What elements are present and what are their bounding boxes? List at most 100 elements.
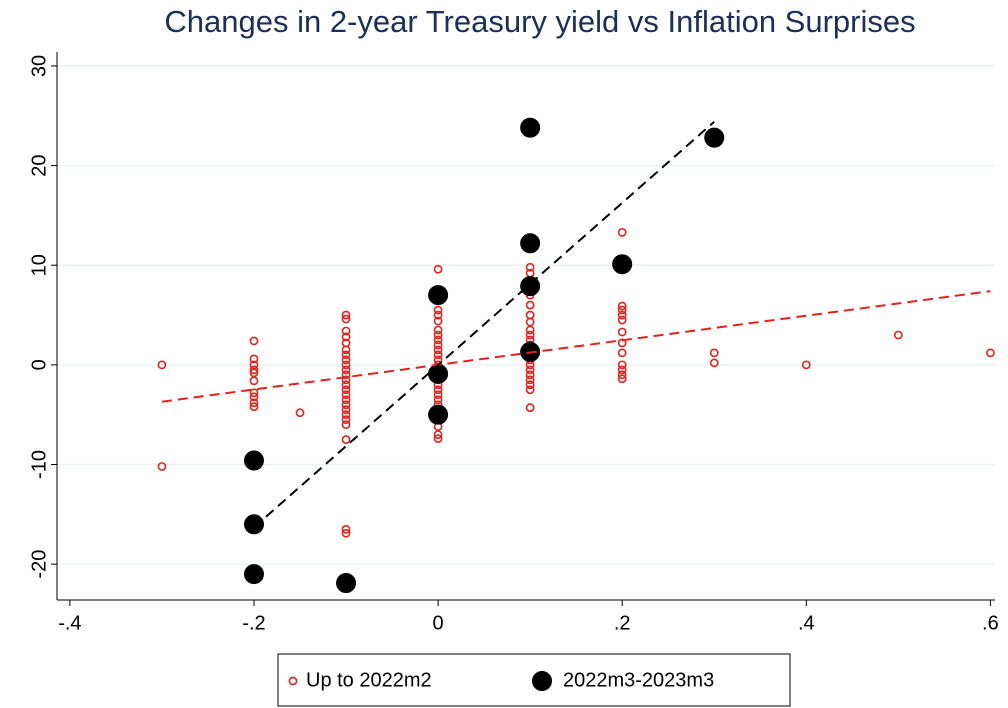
point <box>433 305 443 315</box>
point <box>985 348 995 358</box>
point <box>341 370 351 380</box>
point <box>617 374 627 384</box>
point <box>525 380 535 390</box>
point <box>525 385 535 395</box>
legend-marker <box>532 671 552 691</box>
legend-marker <box>288 676 298 686</box>
fit-line <box>253 120 715 529</box>
y-tick-label: -10 <box>28 450 50 479</box>
point <box>520 117 541 138</box>
point <box>341 528 351 538</box>
point <box>243 514 264 535</box>
point <box>433 390 443 400</box>
point <box>709 358 719 368</box>
point <box>433 345 443 355</box>
point <box>341 524 351 534</box>
point <box>525 370 535 380</box>
point <box>617 301 627 311</box>
legend-label: 2022m3-2023m3 <box>563 669 714 691</box>
point <box>249 402 259 412</box>
point <box>243 564 264 585</box>
point <box>341 350 351 360</box>
point <box>336 573 357 594</box>
point <box>341 360 351 370</box>
chart-title: Changes in 2-year Treasury yield vs Infl… <box>164 4 915 39</box>
x-tick-label: 0 <box>433 612 444 634</box>
x-tick-label: -.2 <box>242 612 265 634</box>
point <box>612 254 633 275</box>
x-tick-label: .2 <box>614 612 631 634</box>
point <box>341 365 351 375</box>
point <box>243 450 264 471</box>
point <box>617 365 627 375</box>
point <box>709 348 719 358</box>
point <box>617 310 627 320</box>
point <box>617 327 627 337</box>
point <box>617 360 627 370</box>
point <box>525 317 535 327</box>
x-tick-label: -.4 <box>58 612 81 634</box>
point <box>893 330 903 340</box>
x-tick-label: .6 <box>982 612 999 634</box>
y-tick-label: -20 <box>28 550 50 579</box>
point <box>525 310 535 320</box>
point <box>525 375 535 385</box>
point <box>525 262 535 272</box>
point <box>617 305 627 315</box>
point <box>341 326 351 336</box>
point <box>617 315 627 325</box>
point <box>249 392 259 402</box>
point <box>341 415 351 425</box>
point <box>157 360 167 370</box>
point <box>525 325 535 335</box>
point <box>341 405 351 415</box>
point <box>525 330 535 340</box>
point <box>428 285 449 306</box>
point <box>341 310 351 320</box>
point <box>801 360 811 370</box>
point <box>249 336 259 346</box>
point <box>433 434 443 443</box>
point <box>525 365 535 375</box>
point <box>249 365 259 375</box>
point <box>520 233 541 254</box>
point <box>433 355 443 365</box>
point <box>617 370 627 380</box>
point <box>295 408 305 418</box>
point <box>249 354 259 364</box>
point <box>157 462 167 471</box>
point <box>341 410 351 420</box>
point <box>704 127 725 148</box>
point <box>428 404 449 425</box>
point <box>525 403 535 413</box>
x-tick-label: .4 <box>798 612 815 634</box>
point <box>617 227 627 237</box>
point <box>341 420 351 430</box>
point <box>433 350 443 360</box>
point <box>433 310 443 320</box>
y-tick-label: 30 <box>28 55 50 77</box>
point <box>341 395 351 405</box>
point <box>341 380 351 390</box>
point <box>341 332 351 342</box>
point <box>525 300 535 310</box>
point <box>433 395 443 405</box>
point <box>341 345 351 355</box>
point <box>617 348 627 358</box>
point <box>249 376 259 386</box>
point <box>341 400 351 410</box>
fit-line <box>161 290 991 403</box>
point <box>433 330 443 340</box>
point <box>433 264 443 274</box>
point <box>433 335 443 345</box>
point <box>341 355 351 365</box>
point <box>341 435 351 444</box>
point <box>433 340 443 350</box>
point <box>433 316 443 326</box>
point <box>433 325 443 335</box>
point <box>428 363 449 384</box>
point <box>249 398 259 408</box>
point <box>520 276 541 297</box>
y-tick-label: 20 <box>28 154 50 176</box>
